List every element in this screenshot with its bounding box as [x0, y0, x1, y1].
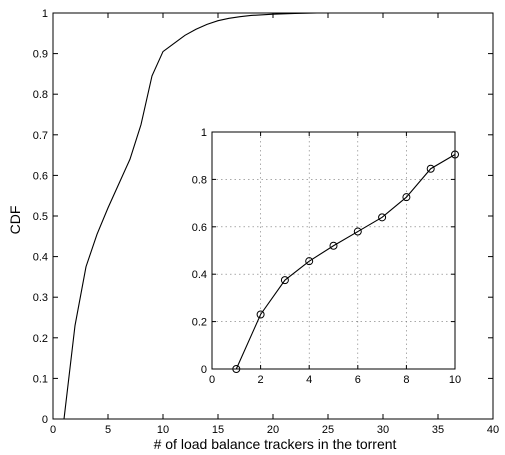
inset-data-point — [256, 310, 265, 319]
main-series-line — [63, 12, 339, 420]
main-y-tick-label: 0.4 — [33, 252, 48, 264]
main-y-tick-label: 1 — [42, 8, 48, 20]
inset-y-tick-label: 0.2 — [192, 317, 207, 329]
x-axis-label: # of load balance trackers in the torren… — [154, 436, 397, 452]
main-x-tick-label: 30 — [377, 424, 389, 436]
main-y-tick-label: 0.8 — [33, 89, 48, 101]
main-x-tick-label: 15 — [212, 424, 224, 436]
inset-data-point — [426, 164, 435, 173]
inset-x-tick-label: 0 — [209, 374, 215, 386]
main-y-tick-label: 0.2 — [33, 333, 48, 345]
main-x-tick-label: 40 — [487, 424, 499, 436]
main-x-tick-label: 10 — [157, 424, 169, 436]
inset-y-tick-label: 0.4 — [192, 269, 207, 281]
inset-x-tick-label: 4 — [306, 374, 312, 386]
main-y-tick-label: 0.5 — [33, 211, 48, 223]
inset-plot-area — [212, 132, 455, 369]
main-x-tick-label: 20 — [267, 424, 279, 436]
main-x-tick-label: 5 — [105, 424, 111, 436]
main-y-tick-label: 0 — [42, 414, 48, 426]
y-axis-label: CDF — [7, 206, 23, 235]
inset-y-tick-label: 1 — [201, 127, 207, 139]
inset-series-line — [235, 154, 456, 370]
main-y-tick-label: 0.3 — [33, 292, 48, 304]
inset-data-point — [353, 227, 362, 236]
inset-x-tick-label: 2 — [258, 374, 264, 386]
inset-x-tick-label: 6 — [355, 374, 361, 386]
inset-data-point — [280, 276, 289, 285]
main-x-tick-label: 25 — [322, 424, 334, 436]
inset-x-tick-label: 8 — [403, 374, 409, 386]
main-y-tick-label: 0.6 — [33, 170, 48, 182]
inset-data-point — [378, 213, 387, 222]
inset-plot: 0 2 4 6 8 10 0 0.2 0.4 0.6 0.8 1 — [192, 127, 461, 386]
inset-data-point — [305, 257, 314, 266]
inset-x-tick-label: 10 — [449, 374, 461, 386]
inset-axes-frame — [211, 131, 456, 370]
inset-data-point — [402, 193, 411, 202]
inset-y-tick-label: 0.8 — [192, 174, 207, 186]
main-y-tick-label: 0.7 — [33, 130, 48, 142]
inset-y-tick-label: 0 — [201, 364, 207, 376]
main-x-tick-label: 35 — [432, 424, 444, 436]
inset-y-tick-label: 0.6 — [192, 222, 207, 234]
main-y-tick-label: 0.9 — [33, 49, 48, 61]
inset-data-point — [329, 241, 338, 250]
main-y-tick-label: 0.1 — [33, 373, 48, 385]
main-axes-frame — [52, 12, 494, 420]
main-x-tick-label: 0 — [50, 424, 56, 436]
